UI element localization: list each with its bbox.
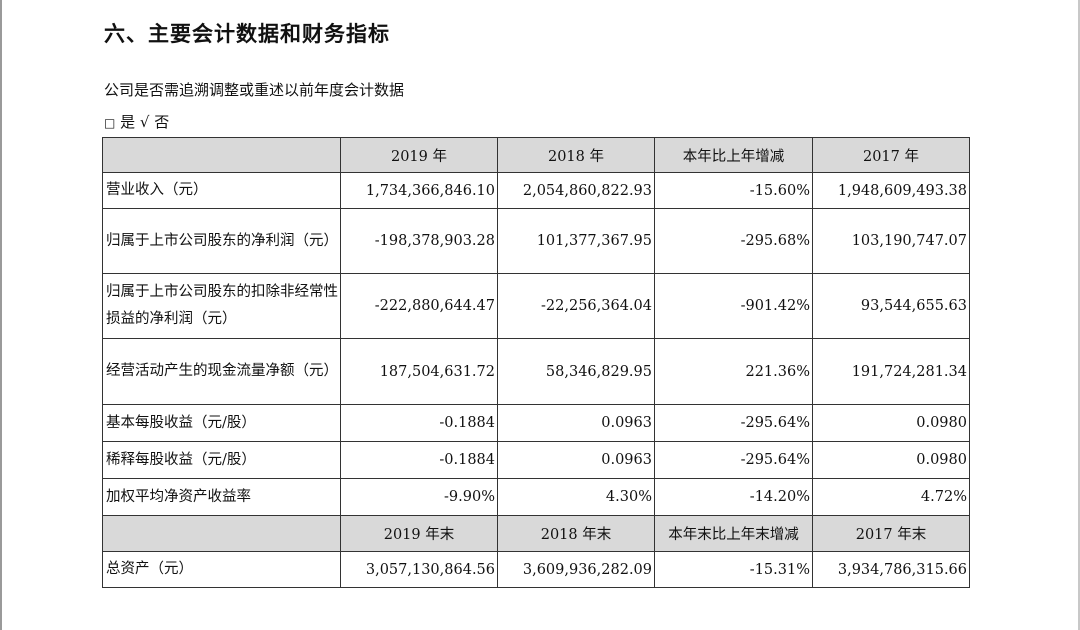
table-row: 营业收入（元） 1,734,366,846.10 2,054,860,822.9… bbox=[102, 172, 970, 209]
table-cell: 101,377,367.95 bbox=[497, 208, 655, 274]
header-cell: 2018 年 bbox=[497, 137, 655, 173]
row-label: 归属于上市公司股东的净利润（元） bbox=[102, 208, 341, 274]
header-cell: 2019 年末 bbox=[340, 515, 498, 552]
table-cell: 0.0980 bbox=[812, 404, 970, 442]
table-cell: -22,256,364.04 bbox=[497, 273, 655, 339]
table-row: 归属于上市公司股东的扣除非经常性损益的净利润（元） -222,880,644.4… bbox=[102, 273, 970, 339]
table-cell: -9.90% bbox=[340, 478, 498, 516]
restatement-answer: □ 是 √ 否 bbox=[104, 111, 169, 132]
header-cell: 2017 年末 bbox=[812, 515, 970, 552]
row-label: 总资产（元） bbox=[102, 551, 341, 588]
table-cell: 0.0963 bbox=[497, 404, 655, 442]
table-row: 总资产（元） 3,057,130,864.56 3,609,936,282.09… bbox=[102, 551, 970, 588]
table-cell: -198,378,903.28 bbox=[340, 208, 498, 274]
table-cell: -15.60% bbox=[654, 172, 813, 209]
table-cell: -0.1884 bbox=[340, 404, 498, 442]
table-cell: 4.30% bbox=[497, 478, 655, 516]
table-cell: 221.36% bbox=[654, 338, 813, 405]
row-label: 稀释每股收益（元/股） bbox=[102, 441, 341, 479]
table-cell: -15.31% bbox=[654, 551, 813, 588]
header-cell: 本年末比上年末增减 bbox=[654, 515, 813, 552]
table-cell: -14.20% bbox=[654, 478, 813, 516]
table-cell: 0.0980 bbox=[812, 441, 970, 479]
page-right-edge bbox=[1078, 0, 1080, 630]
table-cell: -901.42% bbox=[654, 273, 813, 339]
row-label: 经营活动产生的现金流量净额（元） bbox=[102, 338, 341, 405]
table-cell: -295.64% bbox=[654, 441, 813, 479]
table-row: 基本每股收益（元/股） -0.1884 0.0963 -295.64% 0.09… bbox=[102, 404, 970, 442]
yes-label: 是 bbox=[120, 113, 136, 131]
no-label: 否 bbox=[154, 113, 170, 131]
table-cell: 191,724,281.34 bbox=[812, 338, 970, 405]
table-cell: -295.64% bbox=[654, 404, 813, 442]
table-cell: 3,609,936,282.09 bbox=[497, 551, 655, 588]
table-cell: 1,734,366,846.10 bbox=[340, 172, 498, 209]
financial-data-table: 2019 年 2018 年 本年比上年增减 2017 年 营业收入（元） 1,7… bbox=[102, 137, 970, 588]
table-cell: -222,880,644.47 bbox=[340, 273, 498, 339]
table-cell: -0.1884 bbox=[340, 441, 498, 479]
table-cell: 93,544,655.63 bbox=[812, 273, 970, 339]
header-cell: 2018 年末 bbox=[497, 515, 655, 552]
header-cell: 2017 年 bbox=[812, 137, 970, 173]
table-header-row: 2019 年 2018 年 本年比上年增减 2017 年 bbox=[102, 137, 970, 173]
header-blank-cell bbox=[102, 137, 341, 173]
unchecked-box-icon: □ bbox=[104, 116, 116, 130]
table-cell: 2,054,860,822.93 bbox=[497, 172, 655, 209]
row-label: 基本每股收益（元/股） bbox=[102, 404, 341, 442]
table-row: 经营活动产生的现金流量净额（元） 187,504,631.72 58,346,8… bbox=[102, 338, 970, 405]
table-cell: -295.68% bbox=[654, 208, 813, 274]
table-cell: 103,190,747.07 bbox=[812, 208, 970, 274]
check-mark-icon: √ bbox=[139, 113, 150, 131]
table-header-row: 2019 年末 2018 年末 本年末比上年末增减 2017 年末 bbox=[102, 515, 970, 552]
table-cell: 187,504,631.72 bbox=[340, 338, 498, 405]
table-cell: 3,934,786,315.66 bbox=[812, 551, 970, 588]
restatement-question: 公司是否需追溯调整或重述以前年度会计数据 bbox=[104, 81, 405, 99]
header-cell: 本年比上年增减 bbox=[654, 137, 813, 173]
table-cell: 1,948,609,493.38 bbox=[812, 172, 970, 209]
table-cell: 4.72% bbox=[812, 478, 970, 516]
row-label: 归属于上市公司股东的扣除非经常性损益的净利润（元） bbox=[102, 273, 341, 339]
row-label: 加权平均净资产收益率 bbox=[102, 478, 341, 516]
section-heading: 六、主要会计数据和财务指标 bbox=[104, 22, 390, 46]
table-row: 加权平均净资产收益率 -9.90% 4.30% -14.20% 4.72% bbox=[102, 478, 970, 516]
header-blank-cell bbox=[102, 515, 341, 552]
table-row: 稀释每股收益（元/股） -0.1884 0.0963 -295.64% 0.09… bbox=[102, 441, 970, 479]
table-cell: 0.0963 bbox=[497, 441, 655, 479]
table-row: 归属于上市公司股东的净利润（元） -198,378,903.28 101,377… bbox=[102, 208, 970, 274]
table-cell: 58,346,829.95 bbox=[497, 338, 655, 405]
header-cell: 2019 年 bbox=[340, 137, 498, 173]
page-left-edge bbox=[0, 0, 2, 630]
table-cell: 3,057,130,864.56 bbox=[340, 551, 498, 588]
row-label: 营业收入（元） bbox=[102, 172, 341, 209]
